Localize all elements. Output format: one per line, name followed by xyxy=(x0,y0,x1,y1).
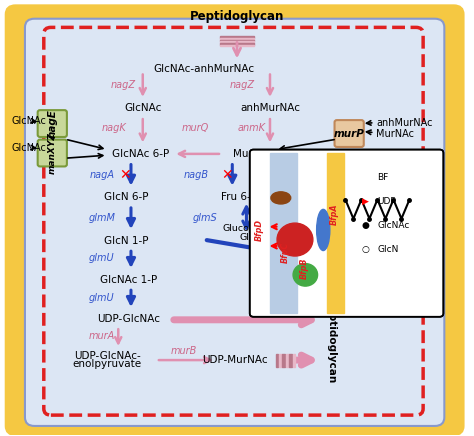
Text: GlcN 1-P: GlcN 1-P xyxy=(104,235,148,245)
Text: Gluconeogenesis: Gluconeogenesis xyxy=(222,225,303,233)
Text: Peptidoglycan: Peptidoglycan xyxy=(190,10,284,23)
Text: MurNAc 6-P: MurNAc 6-P xyxy=(233,149,293,159)
Text: nagK: nagK xyxy=(102,123,127,133)
Text: nagZ: nagZ xyxy=(229,79,254,89)
Text: murA: murA xyxy=(89,331,115,341)
Text: ▶: ▶ xyxy=(362,197,369,206)
Text: Fru 6-P: Fru 6-P xyxy=(221,192,257,202)
Text: murP: murP xyxy=(334,129,365,139)
Text: BfpC: BfpC xyxy=(281,242,290,263)
Text: GlcNAc: GlcNAc xyxy=(12,143,46,153)
Text: nagA: nagA xyxy=(89,170,114,180)
Bar xyxy=(283,354,285,367)
Text: glmU: glmU xyxy=(89,293,115,303)
Text: glmU: glmU xyxy=(89,253,115,263)
Bar xyxy=(327,153,345,313)
Text: GlcNAc 6-P: GlcNAc 6-P xyxy=(112,149,169,159)
Ellipse shape xyxy=(317,209,330,251)
FancyBboxPatch shape xyxy=(250,150,443,317)
Text: UDP-MurNAc: UDP-MurNAc xyxy=(202,355,267,365)
Bar xyxy=(219,38,255,40)
Text: nagZ: nagZ xyxy=(110,79,136,89)
Bar xyxy=(219,45,255,47)
Text: nagB: nagB xyxy=(183,170,209,180)
Bar xyxy=(286,354,289,367)
Bar xyxy=(279,354,282,367)
Text: ✕: ✕ xyxy=(119,168,131,182)
Bar xyxy=(219,40,255,41)
Text: MurNAc: MurNAc xyxy=(376,129,414,139)
FancyBboxPatch shape xyxy=(37,140,67,167)
Text: enolpyruvate: enolpyruvate xyxy=(73,359,142,369)
Circle shape xyxy=(277,223,313,256)
Text: ○: ○ xyxy=(362,245,370,254)
FancyBboxPatch shape xyxy=(25,19,444,426)
FancyBboxPatch shape xyxy=(6,6,463,435)
Text: UDP: UDP xyxy=(377,197,396,206)
Text: ●: ● xyxy=(362,221,370,230)
Bar xyxy=(292,354,295,367)
Text: BfpA: BfpA xyxy=(330,203,339,225)
Text: UDP-GlcNAc-: UDP-GlcNAc- xyxy=(74,351,141,361)
Text: murQ: murQ xyxy=(182,123,209,133)
Text: anhMurNAc: anhMurNAc xyxy=(240,102,300,112)
Bar xyxy=(289,354,292,367)
Text: GlcN: GlcN xyxy=(377,245,399,254)
Bar xyxy=(219,41,255,43)
Text: GlcNAc: GlcNAc xyxy=(124,102,162,112)
Circle shape xyxy=(293,264,318,286)
Text: GlcNAc 1-P: GlcNAc 1-P xyxy=(100,275,157,285)
Text: Peptidoglycan: Peptidoglycan xyxy=(326,300,336,384)
Text: manXYZ: manXYZ xyxy=(48,132,57,174)
Bar xyxy=(270,153,297,313)
Ellipse shape xyxy=(271,192,291,204)
Text: murB: murB xyxy=(171,347,197,357)
Text: BfpB: BfpB xyxy=(300,258,309,279)
Text: glmS: glmS xyxy=(192,213,218,223)
Text: Glycolysis: Glycolysis xyxy=(239,233,287,242)
Text: BF: BF xyxy=(377,173,389,181)
Bar xyxy=(219,43,255,45)
Text: anmK: anmK xyxy=(238,123,266,133)
FancyBboxPatch shape xyxy=(37,110,67,137)
Text: glmM: glmM xyxy=(88,213,115,223)
Text: BfpD: BfpD xyxy=(255,219,264,241)
Text: GlcN 6-P: GlcN 6-P xyxy=(104,192,148,202)
Text: ✕: ✕ xyxy=(221,168,232,182)
Bar xyxy=(276,354,278,367)
Text: GlcNAc: GlcNAc xyxy=(12,116,46,126)
Text: anhMurNAc: anhMurNAc xyxy=(376,118,432,128)
Text: UDP-GlcNAc: UDP-GlcNAc xyxy=(97,313,160,324)
Text: GlcNAc-anhMurNAc: GlcNAc-anhMurNAc xyxy=(154,64,255,74)
Bar xyxy=(219,36,255,38)
FancyBboxPatch shape xyxy=(335,120,364,147)
Text: GlcNAc: GlcNAc xyxy=(377,221,410,230)
Text: nagE: nagE xyxy=(47,109,57,138)
